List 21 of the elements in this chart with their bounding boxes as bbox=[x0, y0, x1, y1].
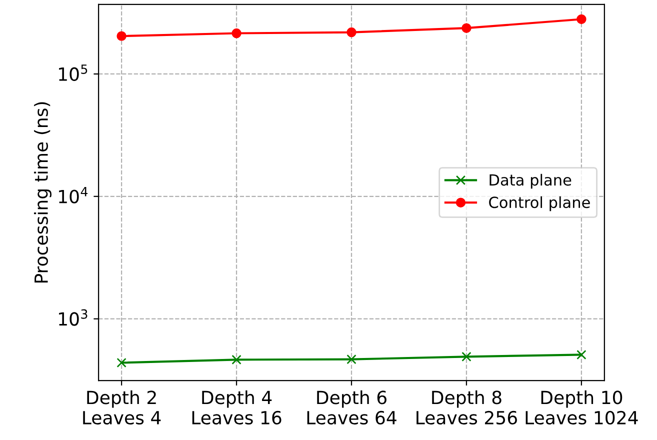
legend-label: Data plane bbox=[490, 174, 572, 189]
point bbox=[232, 28, 242, 38]
y-tick-label: 10$^{5}$ bbox=[59, 64, 88, 81]
legend-label: Control plane bbox=[489, 196, 590, 212]
y-tick-label: 10$^{3}$ bbox=[59, 309, 88, 326]
x-tick-label: Depth 10 Leaves 1024 bbox=[526, 390, 638, 425]
point bbox=[346, 354, 356, 364]
point bbox=[116, 31, 126, 41]
point bbox=[576, 350, 586, 360]
x-tick-label: Depth 8 Leaves 256 bbox=[416, 390, 517, 425]
point bbox=[462, 23, 472, 33]
x-tick-label: Depth 4 Leaves 16 bbox=[192, 390, 282, 425]
point bbox=[346, 27, 356, 38]
x-tick-label: Depth 6 Leaves 64 bbox=[307, 390, 396, 425]
y-tick-label: 10$^{4}$ bbox=[59, 187, 88, 204]
point bbox=[116, 358, 126, 368]
point bbox=[462, 352, 472, 362]
x-tick-label: Depth 2 Leaves 4 bbox=[83, 390, 161, 425]
point bbox=[232, 354, 242, 365]
point bbox=[576, 14, 586, 24]
y-axis-title: Processing time (ns) bbox=[34, 102, 52, 283]
